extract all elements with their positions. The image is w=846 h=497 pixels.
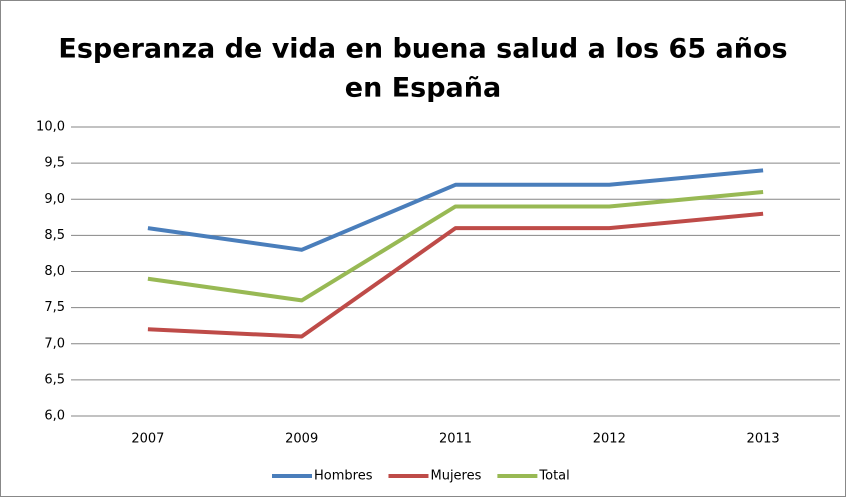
- y-tick-label: 7,5: [44, 300, 65, 315]
- y-tick-label: 8,5: [44, 228, 65, 243]
- x-tick-label: 2007: [131, 432, 164, 447]
- series-line: [147, 190, 764, 303]
- y-tick-label: 9,5: [44, 156, 65, 171]
- x-tick-label: 2012: [593, 432, 626, 447]
- legend-label: Hombres: [314, 469, 373, 484]
- y-tick-label: 8,0: [44, 264, 65, 279]
- y-tick-label: 9,0: [44, 192, 65, 207]
- y-tick-label: 10,0: [36, 120, 65, 135]
- chart-title: Esperanza de vida en buena salud a los 6…: [58, 34, 787, 65]
- series-line: [147, 168, 764, 252]
- x-tick-label: 2009: [285, 432, 318, 447]
- legend-label: Mujeres: [430, 469, 481, 484]
- chart-title: en España: [345, 73, 501, 104]
- x-tick-label: 2011: [439, 432, 472, 447]
- series-line: [147, 211, 764, 339]
- y-tick-label: 7,0: [44, 336, 65, 351]
- y-tick-label: 6,0: [44, 409, 65, 424]
- legend-label: Total: [538, 469, 569, 484]
- y-tick-label: 6,5: [44, 372, 65, 387]
- x-tick-label: 2013: [747, 432, 780, 447]
